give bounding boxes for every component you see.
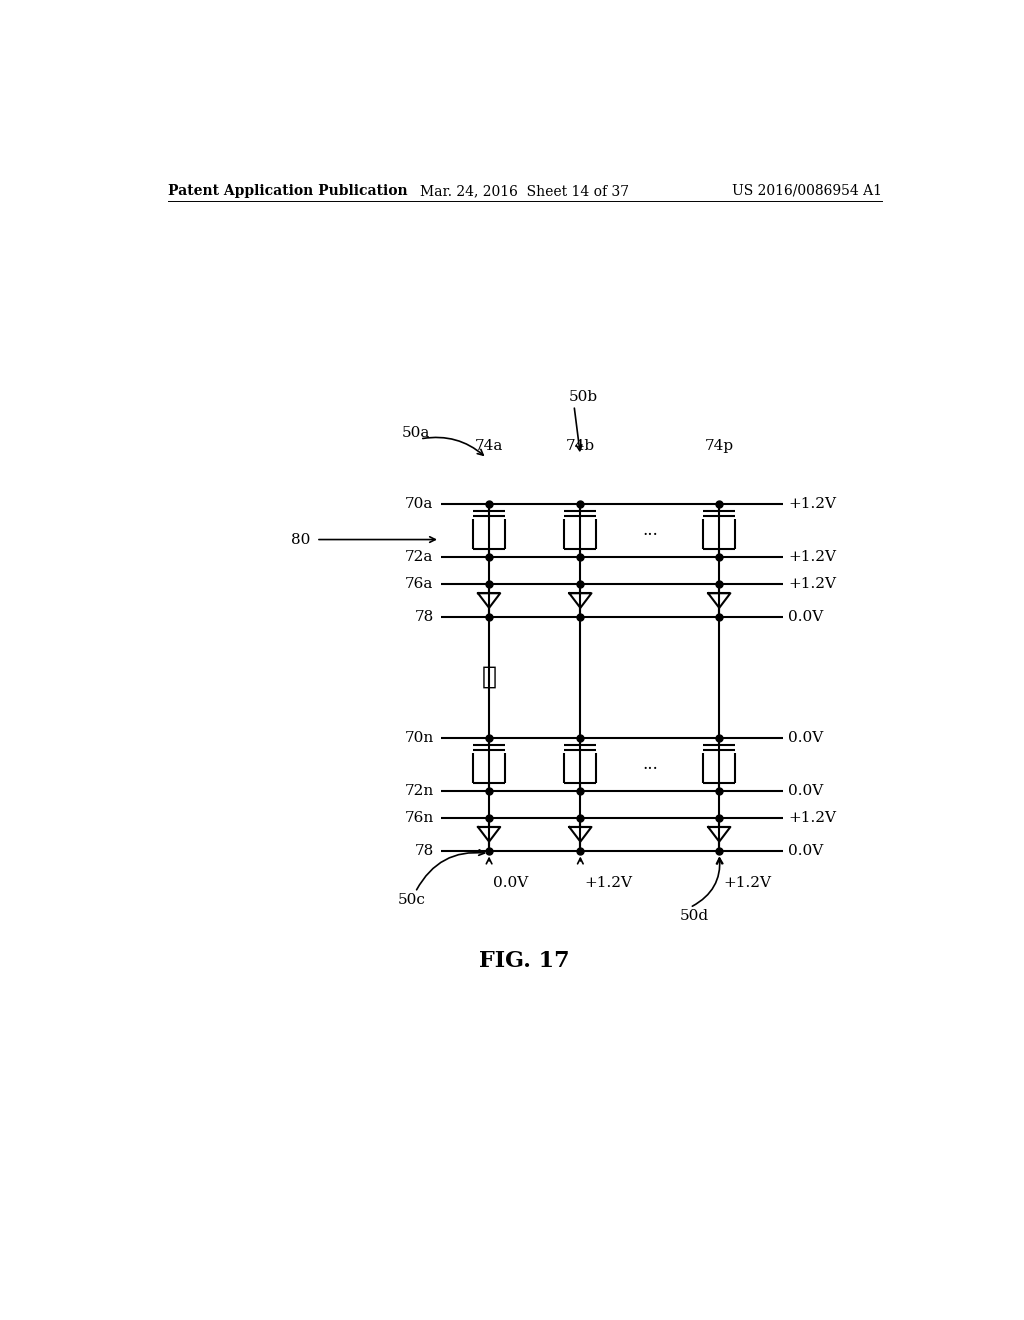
Text: 70a: 70a — [406, 496, 433, 511]
Text: +1.2V: +1.2V — [788, 577, 837, 591]
Text: 72n: 72n — [404, 784, 433, 797]
Text: Patent Application Publication: Patent Application Publication — [168, 183, 408, 198]
Text: ...: ... — [642, 755, 657, 772]
Text: 50b: 50b — [568, 391, 598, 404]
Text: 50a: 50a — [401, 426, 430, 440]
Text: +1.2V: +1.2V — [788, 810, 837, 825]
Text: 0.0V: 0.0V — [788, 784, 823, 797]
Text: 74p: 74p — [705, 440, 734, 453]
Text: 78: 78 — [415, 610, 433, 624]
Text: +1.2V: +1.2V — [788, 550, 837, 564]
Text: +1.2V: +1.2V — [585, 876, 632, 890]
Text: 50c: 50c — [397, 894, 426, 907]
Text: ⋮: ⋮ — [481, 665, 497, 689]
Text: 76a: 76a — [406, 577, 433, 591]
Text: ...: ... — [642, 521, 657, 539]
Text: 0.0V: 0.0V — [788, 610, 823, 624]
Text: 70n: 70n — [404, 731, 433, 744]
Text: US 2016/0086954 A1: US 2016/0086954 A1 — [732, 183, 882, 198]
Text: 78: 78 — [415, 843, 433, 858]
Text: FIG. 17: FIG. 17 — [479, 950, 570, 973]
Text: Mar. 24, 2016  Sheet 14 of 37: Mar. 24, 2016 Sheet 14 of 37 — [420, 183, 630, 198]
Text: 50d: 50d — [680, 908, 709, 923]
Text: 72a: 72a — [406, 550, 433, 564]
Text: 0.0V: 0.0V — [494, 876, 528, 890]
Text: 0.0V: 0.0V — [788, 731, 823, 744]
Text: 0.0V: 0.0V — [788, 843, 823, 858]
Text: +1.2V: +1.2V — [723, 876, 771, 890]
Text: +1.2V: +1.2V — [788, 496, 837, 511]
Text: 80: 80 — [291, 532, 310, 546]
Text: 76n: 76n — [404, 810, 433, 825]
Text: 74a: 74a — [475, 440, 503, 453]
Text: 74b: 74b — [566, 440, 595, 453]
